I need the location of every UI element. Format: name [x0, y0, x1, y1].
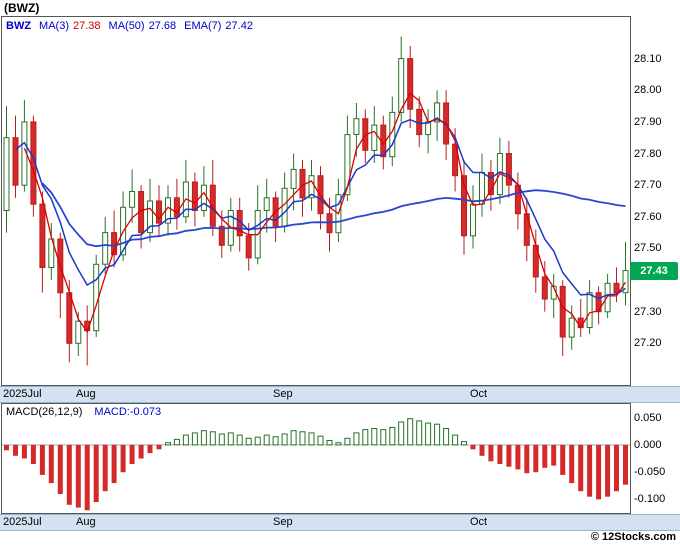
month-label: 2025Jul [3, 516, 42, 528]
candlestick-chart [1, 16, 631, 386]
chart-legend: BWZ MA(3) 27.38 MA(50) 27.68 EMA(7) 27.42 [6, 20, 253, 32]
price-tick-label: 27.90 [634, 116, 662, 128]
month-label: 2025Jul [3, 388, 42, 400]
price-axis: 28.10 28.00 27.90 27.80 27.70 27.60 27.50 27.30… [634, 17, 680, 385]
macd-legend: MACD(26,12,9) MACD:-0.073 [6, 406, 161, 418]
month-label: Sep [273, 388, 293, 400]
price-tick-label: 27.50 [634, 242, 662, 254]
last-price-badge: 27.43 [630, 262, 678, 280]
macd-tick-label: 0.050 [634, 412, 662, 424]
month-label: Aug [76, 516, 96, 528]
legend-ma50: MA(50) 27.68 [108, 20, 177, 32]
legend-ema7: EMA(7) 27.42 [184, 20, 253, 32]
month-axis-bottom: 2025Jul Aug Sep Oct [0, 514, 680, 531]
macd-tick-label: 0.000 [634, 439, 662, 451]
month-label: Oct [470, 388, 488, 400]
macd-value-label: MACD:-0.073 [94, 406, 162, 418]
macd-params-label: MACD(26,12,9) [6, 406, 83, 418]
macd-axis: 0.050 0.000 -0.050 -0.100 [634, 404, 680, 513]
month-label: Aug [76, 388, 96, 400]
legend-symbol: BWZ [6, 20, 32, 32]
month-label: Oct [470, 516, 488, 528]
legend-ma3: MA(3) 27.38 [39, 20, 101, 32]
copyright-link[interactable]: © 12Stocks.com [590, 531, 676, 543]
month-axis-top: 2025Jul Aug Sep Oct [0, 386, 680, 403]
price-tick-label: 28.10 [634, 53, 662, 65]
price-tick-label: 27.70 [634, 179, 662, 191]
macd-tick-label: -0.100 [634, 493, 666, 505]
price-tick-label: 27.80 [634, 148, 662, 160]
price-tick-label: 27.20 [634, 337, 662, 349]
price-tick-label: 27.30 [634, 306, 662, 318]
price-tick-label: 28.00 [634, 84, 662, 96]
price-tick-label: 27.60 [634, 211, 662, 223]
month-label: Sep [273, 516, 293, 528]
macd-histogram-chart [1, 403, 631, 514]
macd-tick-label: -0.050 [634, 466, 666, 478]
page-title: (BWZ) [4, 1, 40, 15]
